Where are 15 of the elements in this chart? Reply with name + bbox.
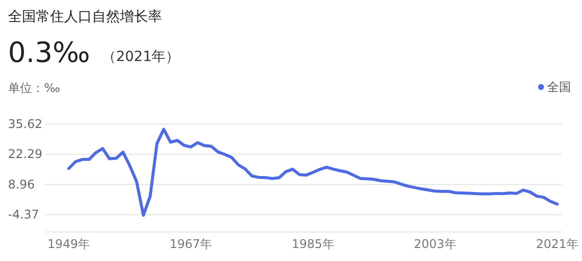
x-tick-label: 1967年 [170, 237, 212, 251]
text: （2021年） [102, 49, 180, 65]
y-tick-label: -4.37 [8, 208, 40, 222]
chart-title: 全国常住人口自然增长率 [8, 9, 162, 25]
x-tick-label: 1949年 [47, 237, 90, 251]
y-axis-title: 单位：‰ [8, 81, 60, 95]
y-tick-label: 22.29 [8, 147, 42, 162]
line-series [67, 128, 559, 217]
x-tick-label: 1985年 [292, 237, 334, 251]
x-tick-label: 2003年 [414, 237, 456, 251]
x-tick-label: 2021年 [536, 237, 579, 251]
legend-label: 全国 [547, 80, 571, 94]
chart-subtitle: 0.3‰ [8, 36, 90, 69]
y-tick-label: 35.62 [8, 117, 42, 131]
y-tick-label: 8.96 [8, 177, 35, 192]
